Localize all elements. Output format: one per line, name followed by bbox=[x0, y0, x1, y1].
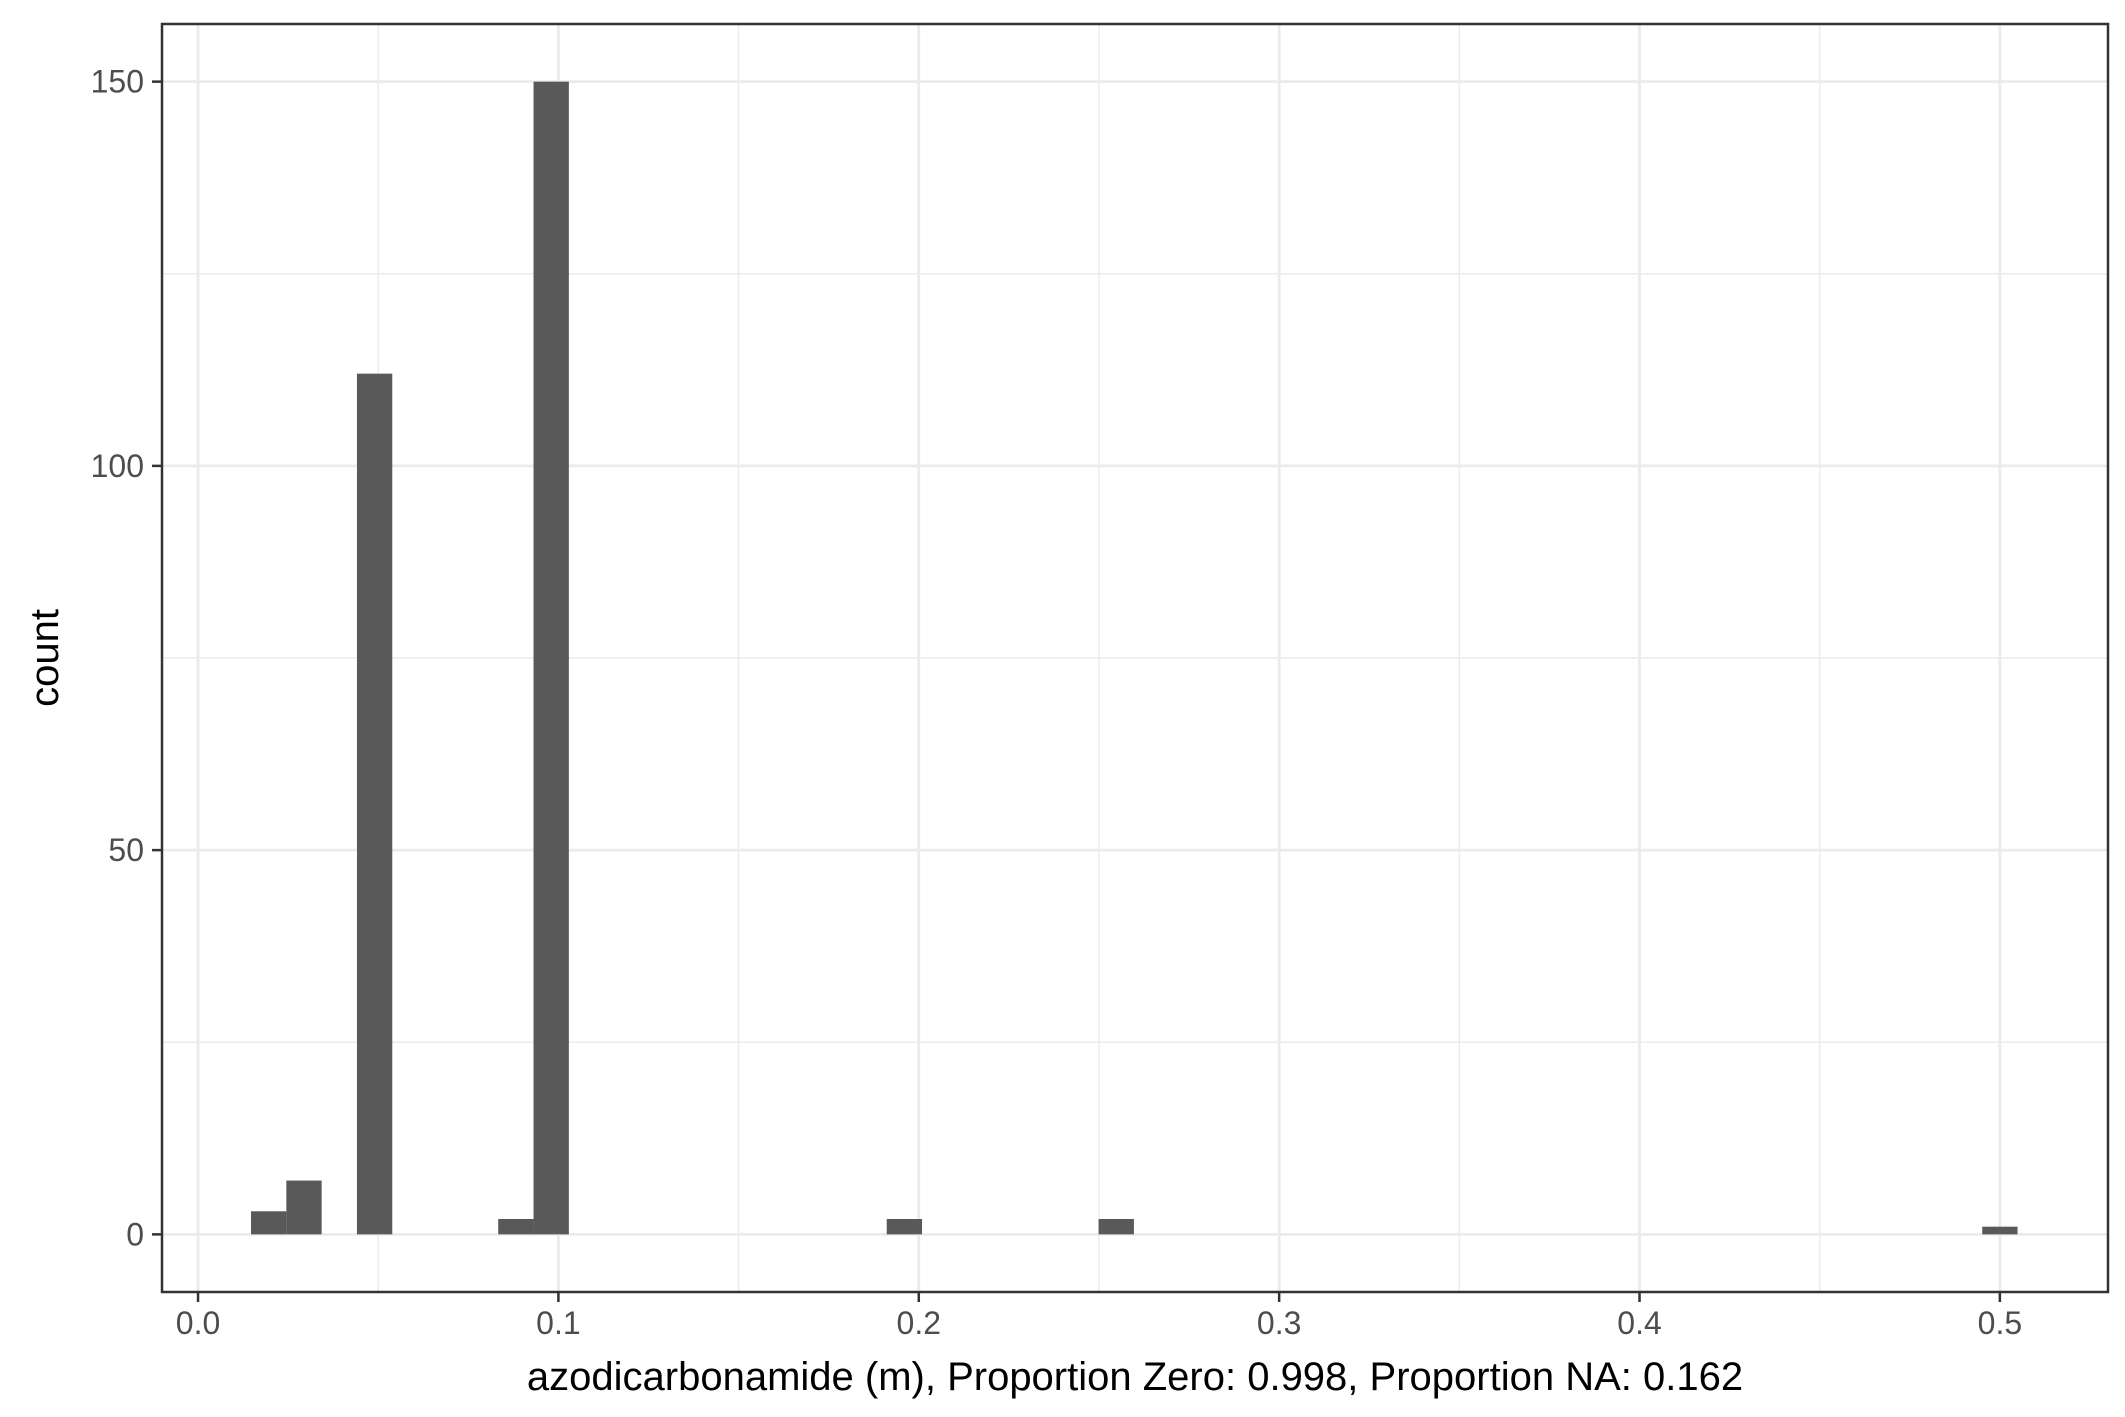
histogram-bar bbox=[498, 1218, 534, 1235]
minor-gridlines bbox=[162, 24, 2108, 1292]
histogram-bar bbox=[251, 1211, 287, 1235]
x-tick-label: 0.2 bbox=[897, 1305, 941, 1341]
histogram-bar bbox=[1982, 1226, 2018, 1235]
histogram-bar bbox=[886, 1218, 923, 1235]
histogram-bar bbox=[356, 373, 393, 1235]
x-axis-ticks: 0.0 0.1 0.2 0.3 0.4 0.5 bbox=[176, 1292, 2022, 1341]
y-tick-label: 150 bbox=[91, 64, 144, 100]
y-axis-title: count bbox=[23, 609, 67, 707]
x-tick-label: 0.3 bbox=[1257, 1305, 1301, 1341]
x-tick-label: 0.4 bbox=[1617, 1305, 1661, 1341]
x-axis-title: azodicarbonamide (m), Proportion Zero: 0… bbox=[527, 1355, 1743, 1399]
histogram-bars bbox=[251, 81, 2018, 1235]
y-tick-label: 100 bbox=[91, 448, 144, 484]
histogram-bar bbox=[533, 81, 569, 1235]
histogram-bar bbox=[286, 1180, 322, 1235]
x-tick-label: 0.1 bbox=[536, 1305, 580, 1341]
y-tick-label: 0 bbox=[126, 1216, 144, 1252]
panel-border bbox=[160, 22, 2110, 1294]
histogram-bar bbox=[1098, 1218, 1134, 1235]
y-axis-ticks: 0 50 100 150 bbox=[91, 64, 162, 1252]
x-tick-label: 0.5 bbox=[1978, 1305, 2022, 1341]
x-tick-label: 0.0 bbox=[176, 1305, 220, 1341]
y-tick-label: 50 bbox=[108, 832, 144, 868]
